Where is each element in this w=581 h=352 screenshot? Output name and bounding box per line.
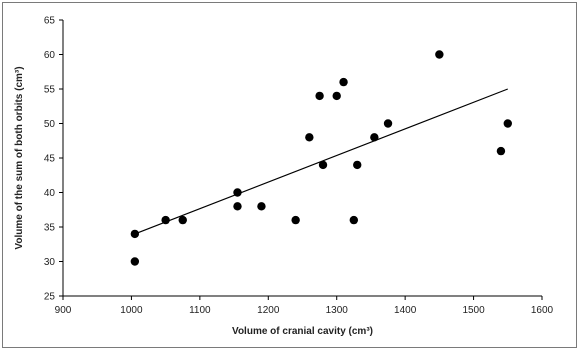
y-tick-label: 30 <box>44 257 56 268</box>
x-tick-label: 1200 <box>257 305 280 316</box>
x-tick-label: 1400 <box>394 305 417 316</box>
x-tick-label: 900 <box>55 305 72 316</box>
axes <box>59 19 543 300</box>
y-tick-label: 45 <box>44 154 56 165</box>
y-tick-label: 65 <box>44 16 56 27</box>
data-point <box>353 160 362 170</box>
x-tick-label: 1100 <box>189 305 211 316</box>
y-tick-label: 25 <box>44 292 56 303</box>
y-tick-label: 60 <box>44 50 56 61</box>
y-axis-title: Volume of the sum of both orbits (cm³) <box>14 66 25 249</box>
y-tick-label: 35 <box>44 223 56 234</box>
x-tick-label: 1000 <box>120 305 143 316</box>
x-tick-label: 1300 <box>326 305 349 316</box>
data-point <box>318 160 328 170</box>
y-tick-label: 55 <box>44 85 56 96</box>
data-point <box>161 215 170 225</box>
data-points <box>130 50 512 266</box>
y-tick-label: 40 <box>44 188 56 199</box>
data-point <box>503 119 512 128</box>
x-tick-label: 1600 <box>531 305 554 316</box>
data-point <box>332 91 341 101</box>
y-tick-label: 50 <box>44 119 56 130</box>
data-point <box>130 257 140 266</box>
data-point <box>370 133 379 142</box>
data-point <box>339 77 348 87</box>
data-point <box>233 188 242 197</box>
data-point <box>291 215 300 225</box>
tick-labels: 900 1000 1100 1200 1300 1400 1500 1600 25 30 35 40 4… <box>44 16 554 317</box>
x-axis-title: Volume of cranial cavity (cm³) <box>232 326 373 337</box>
data-point <box>349 215 359 225</box>
data-point <box>496 146 506 156</box>
data-point <box>435 50 444 59</box>
x-tick-label: 1500 <box>462 305 485 316</box>
chart-frame <box>2 2 577 348</box>
data-point <box>178 215 187 225</box>
data-point <box>383 119 393 128</box>
data-point <box>257 202 266 211</box>
data-point <box>315 91 324 101</box>
data-point <box>233 202 242 211</box>
data-point <box>130 229 140 239</box>
data-point <box>305 133 314 142</box>
